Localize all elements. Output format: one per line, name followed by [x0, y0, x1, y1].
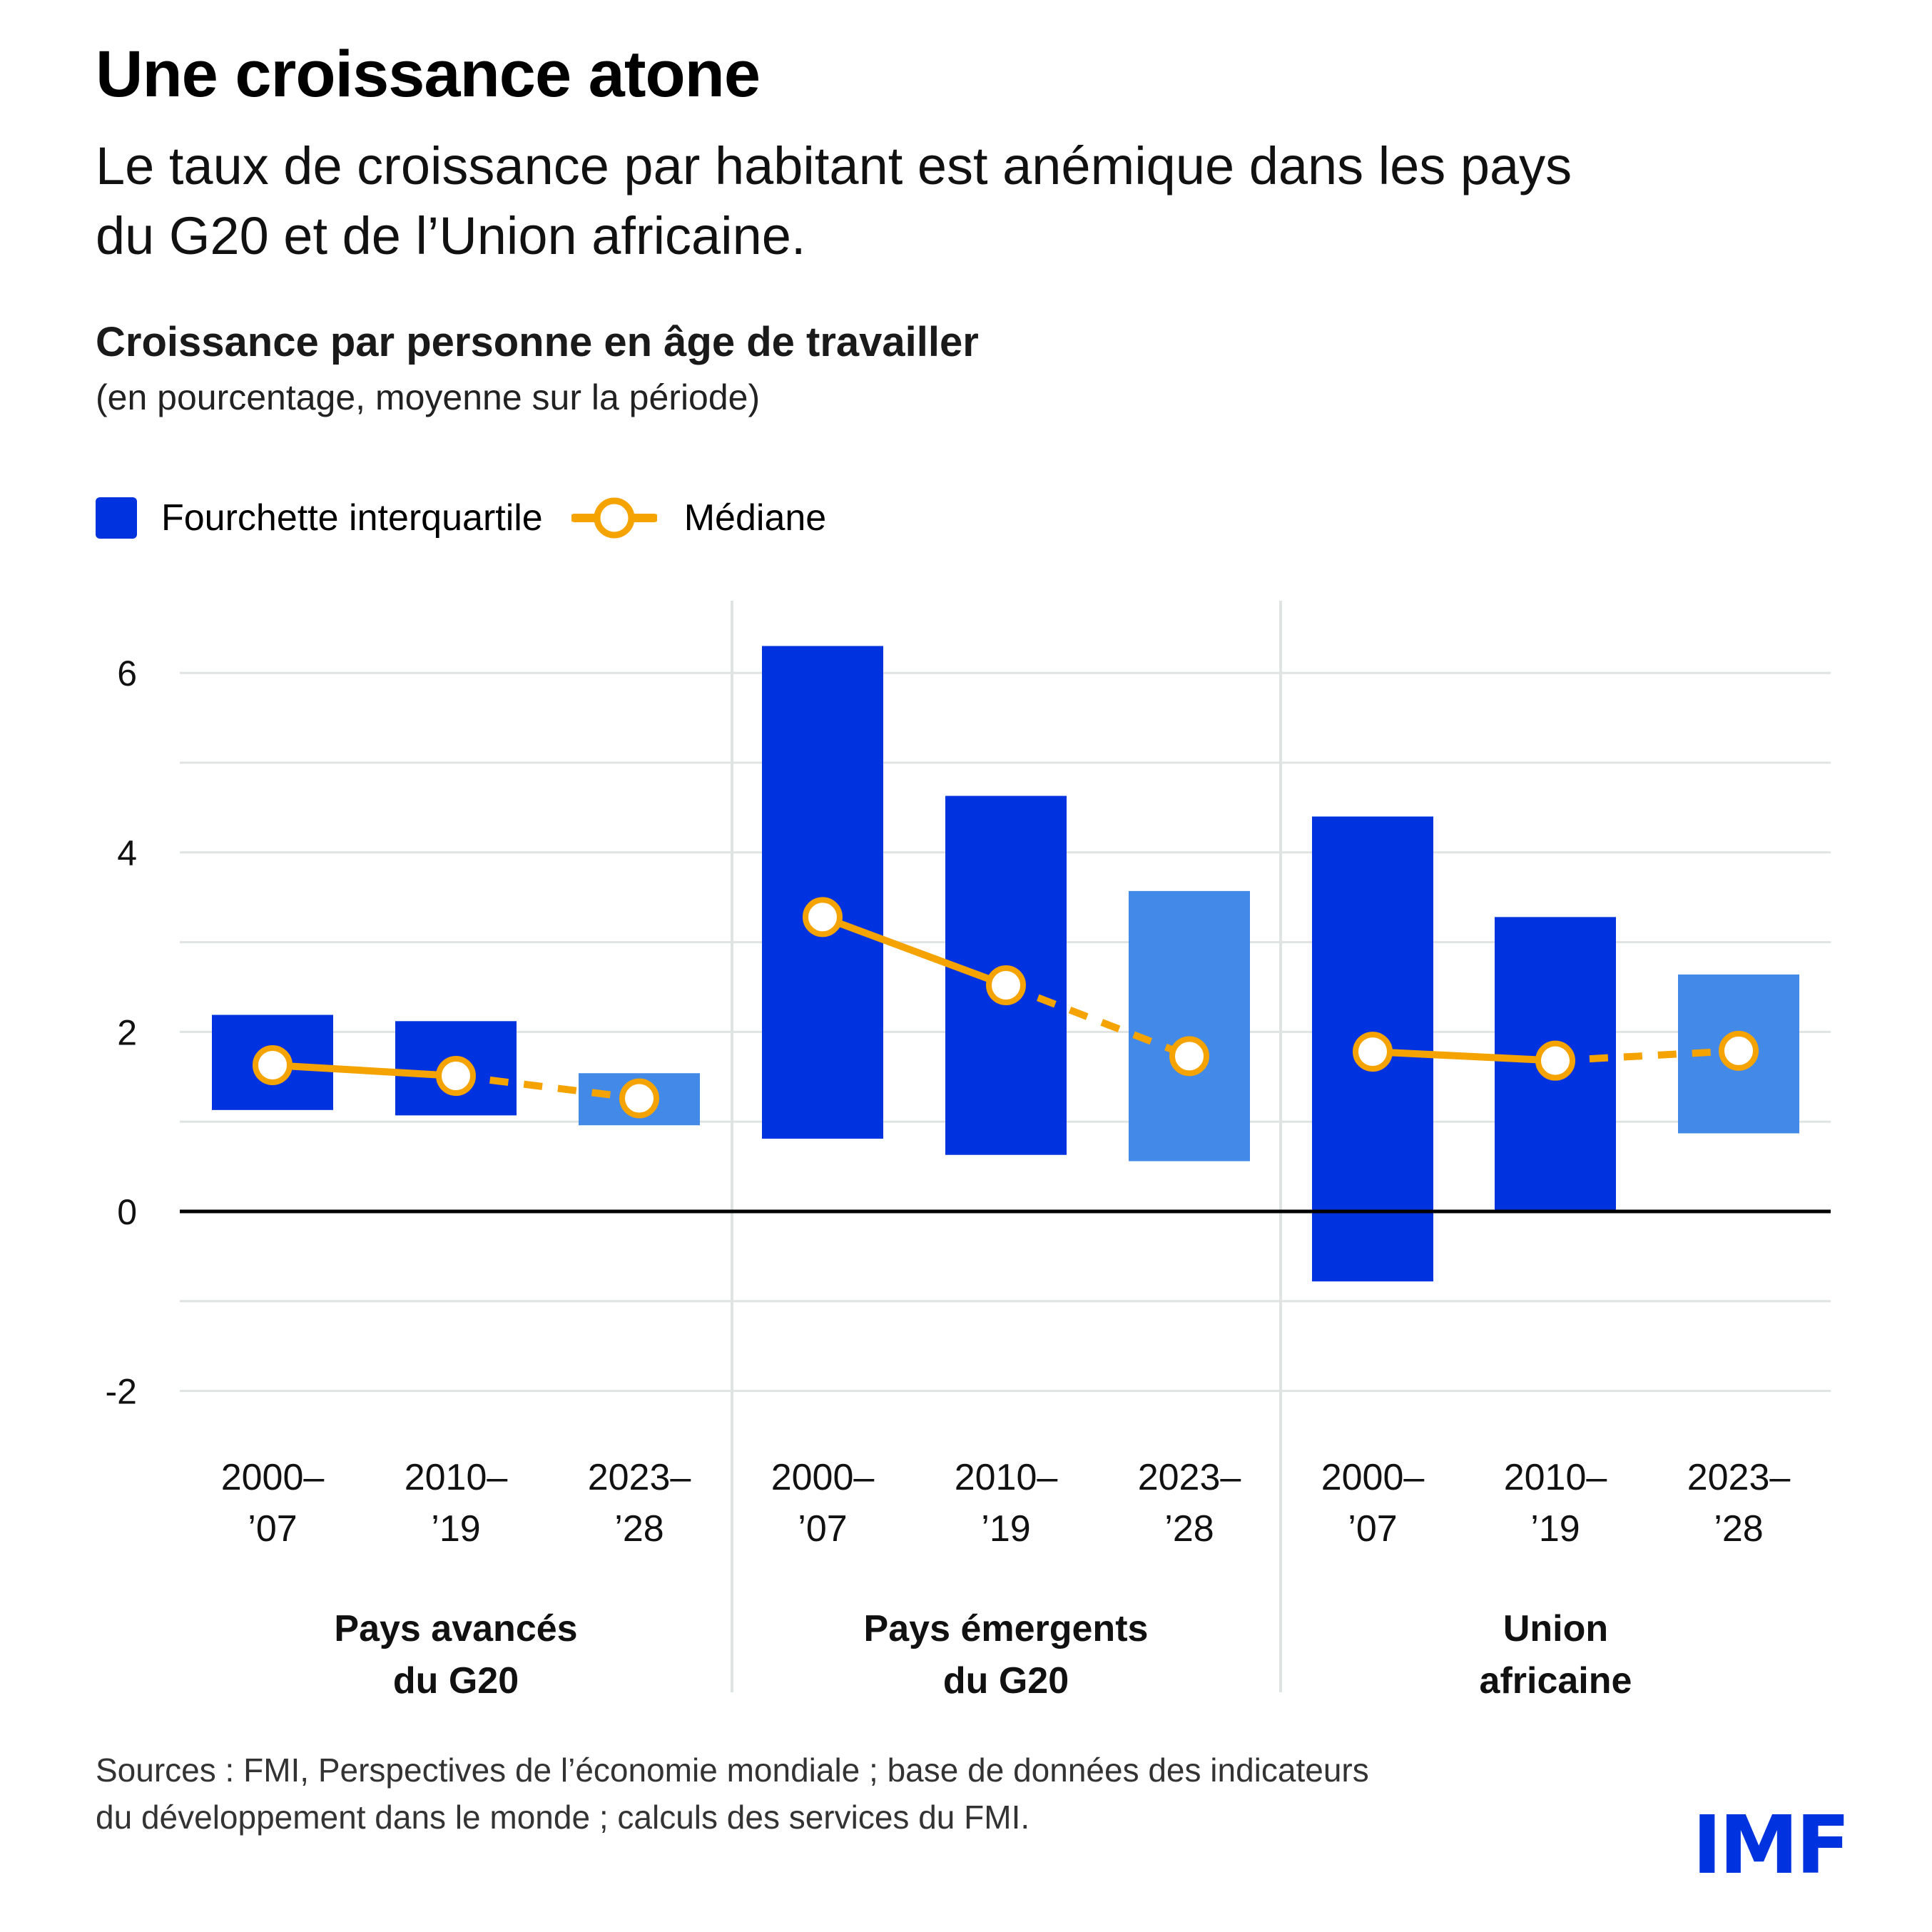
y-tick-label: 0 [117, 1192, 137, 1232]
median-point [1169, 1036, 1209, 1077]
chart-headline: Une croissance atone [96, 38, 761, 111]
x-tick-label: 2023– [1138, 1457, 1241, 1498]
x-tick-label: ’19 [981, 1508, 1030, 1550]
x-axis-period-labels: 2000– ’07 2010– ’19 2023– ’28 2000– ’07 2010– ’19… [221, 1457, 1791, 1550]
median-points [253, 897, 1759, 1119]
iqr-bar [762, 646, 883, 1139]
imf-logo: IMF [1692, 1799, 1851, 1892]
median-point [253, 1044, 293, 1085]
iqr-legend-swatch-icon [96, 497, 137, 539]
x-tick-label: 2000– [771, 1457, 875, 1498]
x-tick-label: ’28 [1164, 1508, 1214, 1550]
headline-subtitle-line-1: Le taux de croissance par habitant est a… [96, 136, 1572, 195]
x-tick-label: 2000– [221, 1457, 325, 1498]
median-point [1535, 1040, 1575, 1081]
median-line [272, 1061, 457, 1080]
median-legend-marker-icon [571, 497, 657, 539]
group-label: africaine [1480, 1660, 1632, 1702]
median-point [1353, 1032, 1393, 1072]
x-tick-label: 2010– [1504, 1457, 1607, 1498]
iqr-bar [1129, 890, 1250, 1161]
group-label: du G20 [393, 1660, 519, 1702]
x-tick-label: ’19 [431, 1508, 480, 1550]
iqr-bars [212, 646, 1799, 1282]
y-tick-label: 6 [117, 654, 137, 693]
median-line [1372, 1048, 1556, 1064]
y-tick-label: -2 [106, 1372, 137, 1412]
median-point [803, 897, 843, 937]
y-tick-label: 4 [117, 833, 137, 873]
chart-title: Croissance par personne en âge de travai… [96, 319, 979, 365]
group-label: Pays avancés [334, 1608, 577, 1649]
x-tick-label: 2010– [405, 1457, 508, 1498]
median-lines [272, 913, 1739, 1102]
sources-line-1: Sources : FMI, Perspectives de l’économi… [96, 1751, 1369, 1789]
group-label: Union [1503, 1608, 1608, 1649]
x-tick-label: 2010– [955, 1457, 1058, 1498]
group-dividers [731, 601, 1282, 1692]
headline-subtitle-line-2: du G20 et de l’Union africaine. [96, 206, 806, 265]
legend: Fourchette interquartile Médiane [96, 492, 855, 544]
chart-units-note: (en pourcentage, moyenne sur la période) [96, 377, 761, 417]
x-tick-label: ’07 [798, 1508, 847, 1550]
x-tick-label: ’28 [614, 1508, 664, 1550]
median-projection-line [455, 1072, 640, 1102]
sources-line-2: du développement dans le monde ; calculs… [96, 1799, 1030, 1836]
x-tick-label: ’07 [248, 1508, 297, 1550]
group-label: du G20 [943, 1660, 1069, 1702]
median-point [619, 1078, 659, 1119]
iqr-legend-label: Fourchette interquartile [161, 497, 543, 539]
median-point [1719, 1030, 1759, 1071]
x-tick-label: 2000– [1321, 1457, 1425, 1498]
median-projection-line [1555, 1047, 1739, 1064]
median-legend-label: Médiane [683, 497, 827, 539]
median-point [436, 1056, 476, 1097]
x-tick-label: 2023– [588, 1457, 691, 1498]
x-tick-label: ’28 [1714, 1508, 1763, 1550]
median-line [821, 913, 1007, 989]
x-tick-label: ’07 [1348, 1508, 1397, 1550]
x-tick-label: 2023– [1687, 1457, 1791, 1498]
x-axis-group-labels: Pays avancés du G20 Pays émergents du G20 Un… [334, 1608, 1632, 1702]
group-label: Pays émergents [864, 1608, 1149, 1649]
sources-note: Sources : FMI, Perspectives de l’économi… [96, 1747, 1701, 1841]
median-point [986, 965, 1026, 1005]
y-tick-label: 2 [117, 1012, 137, 1052]
x-tick-label: ’19 [1530, 1508, 1580, 1550]
y-axis-tick-labels: 6 4 2 0 -2 [106, 654, 137, 1411]
